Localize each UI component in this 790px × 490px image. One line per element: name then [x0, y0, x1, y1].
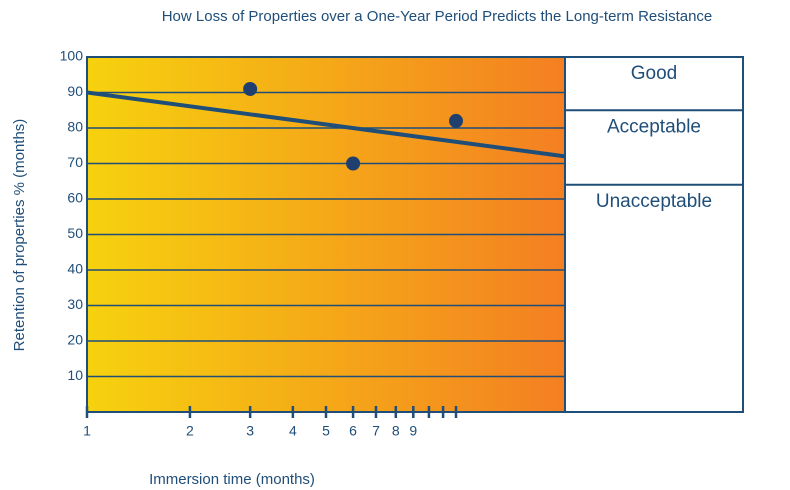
trend-line: [86, 90, 566, 159]
y-tick-label: 90: [67, 83, 83, 99]
x-axis-label: Immersion time (months): [149, 471, 315, 488]
x-tick-label: 5: [322, 423, 330, 439]
x-tick-label: 7: [372, 423, 380, 439]
y-tick-label: 20: [67, 332, 83, 348]
x-tick-label: 4: [289, 423, 297, 439]
y-tick-label: 40: [67, 261, 83, 277]
data-point: [243, 81, 258, 96]
y-tick-label: 80: [67, 119, 83, 135]
y-tick-label: 70: [67, 154, 83, 170]
y-tick-label: 10: [67, 367, 83, 383]
data-point: [346, 156, 361, 171]
rating-panel: [564, 56, 744, 413]
x-tick-label: 2: [186, 423, 194, 439]
x-tick-label: 6: [349, 423, 357, 439]
y-tick-label: 50: [67, 225, 83, 241]
data-point: [449, 113, 464, 128]
x-tick-label: 3: [246, 423, 254, 439]
rating-label: Unacceptable: [596, 191, 712, 212]
x-tick-label: 1: [83, 423, 91, 439]
y-tick-label: 100: [60, 48, 84, 64]
y-axis-label: Retention of properties % (months): [11, 119, 28, 352]
rating-label: Good: [631, 63, 677, 84]
y-tick-label: 60: [67, 190, 83, 206]
y-tick-label: 30: [67, 296, 83, 312]
rating-label: Acceptable: [607, 116, 701, 137]
x-tick-label: 8: [392, 423, 400, 439]
chart-title: How Loss of Properties over a One-Year P…: [162, 8, 713, 25]
x-tick-label: 9: [409, 423, 417, 439]
